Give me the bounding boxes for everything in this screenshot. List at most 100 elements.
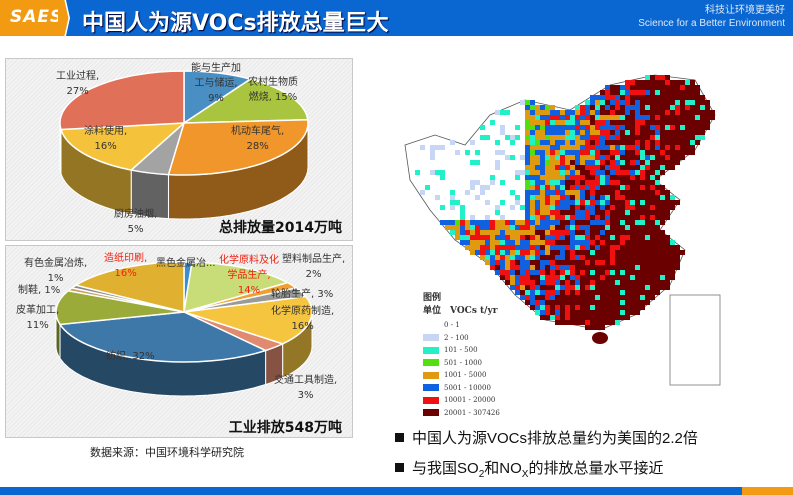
data-label-line: 厨房油烟, bbox=[114, 209, 158, 220]
map-cell bbox=[525, 105, 530, 110]
map-cell bbox=[525, 270, 530, 275]
map-cell bbox=[630, 285, 635, 290]
map-cell bbox=[540, 210, 545, 215]
map-cell bbox=[575, 135, 580, 140]
map-cell bbox=[675, 245, 680, 250]
map-cell bbox=[540, 245, 545, 250]
map-cell bbox=[640, 185, 645, 190]
saes-logo: SAES bbox=[0, 0, 66, 36]
data-label-line: 有色金属冶炼, bbox=[24, 258, 88, 269]
map-cell bbox=[480, 250, 485, 255]
map-cell bbox=[495, 225, 500, 230]
map-cell bbox=[525, 180, 530, 185]
map-cell bbox=[560, 310, 565, 315]
map-cell bbox=[630, 210, 635, 215]
map-cell bbox=[690, 140, 695, 145]
data-label-line: 交通工具制造, bbox=[274, 375, 338, 386]
map-cell bbox=[555, 265, 560, 270]
map-cell bbox=[530, 190, 535, 195]
map-cell bbox=[660, 145, 665, 150]
map-cell bbox=[590, 195, 595, 200]
map-cell bbox=[625, 240, 630, 245]
map-cell bbox=[585, 125, 590, 130]
map-cell bbox=[680, 95, 685, 100]
map-cell bbox=[610, 320, 615, 325]
map-cell bbox=[575, 295, 580, 300]
map-cell bbox=[565, 235, 570, 240]
map-cell bbox=[630, 260, 635, 265]
map-cell bbox=[630, 85, 635, 90]
map-cell bbox=[580, 255, 585, 260]
map-cell bbox=[580, 315, 585, 320]
map-cell bbox=[625, 280, 630, 285]
map-cell bbox=[530, 245, 535, 250]
map-cell bbox=[655, 215, 660, 220]
map-cell bbox=[675, 120, 680, 125]
map-cell bbox=[645, 95, 650, 100]
map-cell bbox=[630, 105, 635, 110]
map-cell bbox=[595, 160, 600, 165]
map-cell bbox=[565, 320, 570, 325]
map-cell bbox=[580, 285, 585, 290]
map-cell bbox=[650, 235, 655, 240]
map-cell bbox=[595, 315, 600, 320]
map-cell bbox=[590, 200, 595, 205]
map-cell bbox=[615, 265, 620, 270]
map-cell bbox=[690, 115, 695, 120]
map-cell bbox=[555, 305, 560, 310]
legend-range: 10001 - 20000 bbox=[444, 396, 496, 405]
legend-item: 5001 - 10000 bbox=[423, 382, 500, 395]
data-label-line: 农村生物质 bbox=[248, 77, 298, 88]
map-cell bbox=[635, 240, 640, 245]
map-cell bbox=[595, 245, 600, 250]
map-cell bbox=[620, 210, 625, 215]
map-cell bbox=[535, 310, 540, 315]
map-cell bbox=[510, 225, 515, 230]
map-cell bbox=[460, 205, 465, 210]
map-cell bbox=[645, 280, 650, 285]
map-cell bbox=[605, 245, 610, 250]
map-cell bbox=[475, 195, 480, 200]
map-cell bbox=[575, 165, 580, 170]
map-cell bbox=[575, 160, 580, 165]
map-cell bbox=[625, 310, 630, 315]
bullet-text: 中国人为源VOCs排放总量约为美国的2.2倍 bbox=[412, 430, 698, 447]
map-cell bbox=[535, 260, 540, 265]
map-cell bbox=[605, 195, 610, 200]
map-cell bbox=[630, 240, 635, 245]
map-cell bbox=[630, 280, 635, 285]
map-cell bbox=[630, 205, 635, 210]
map-cell bbox=[535, 135, 540, 140]
map-cell bbox=[550, 125, 555, 130]
map-cell bbox=[550, 280, 555, 285]
map-cell bbox=[470, 160, 475, 165]
map-cell bbox=[615, 90, 620, 95]
map-cell bbox=[540, 305, 545, 310]
data-label-line: 皮革加工, bbox=[16, 305, 60, 316]
map-cell bbox=[695, 105, 700, 110]
map-cell bbox=[565, 295, 570, 300]
map-cell bbox=[680, 90, 685, 95]
map-cell bbox=[510, 260, 515, 265]
map-cell bbox=[500, 270, 505, 275]
map-cell bbox=[630, 290, 635, 295]
map-cell bbox=[610, 270, 615, 275]
pie-slice-7 bbox=[55, 289, 185, 326]
map-cell bbox=[450, 200, 455, 205]
map-cell bbox=[620, 155, 625, 160]
map-cell bbox=[550, 140, 555, 145]
map-cell bbox=[650, 125, 655, 130]
map-cell bbox=[650, 175, 655, 180]
map-cell bbox=[680, 130, 685, 135]
map-cell bbox=[555, 260, 560, 265]
map-cell bbox=[530, 270, 535, 275]
map-cell bbox=[530, 305, 535, 310]
pie-slice-2 bbox=[167, 118, 309, 176]
map-cell bbox=[570, 110, 575, 115]
map-cell bbox=[610, 100, 615, 105]
map-cell bbox=[625, 285, 630, 290]
legend-swatch bbox=[423, 334, 439, 342]
map-cell bbox=[620, 160, 625, 165]
map-cell bbox=[500, 180, 505, 185]
map-cell bbox=[645, 175, 650, 180]
